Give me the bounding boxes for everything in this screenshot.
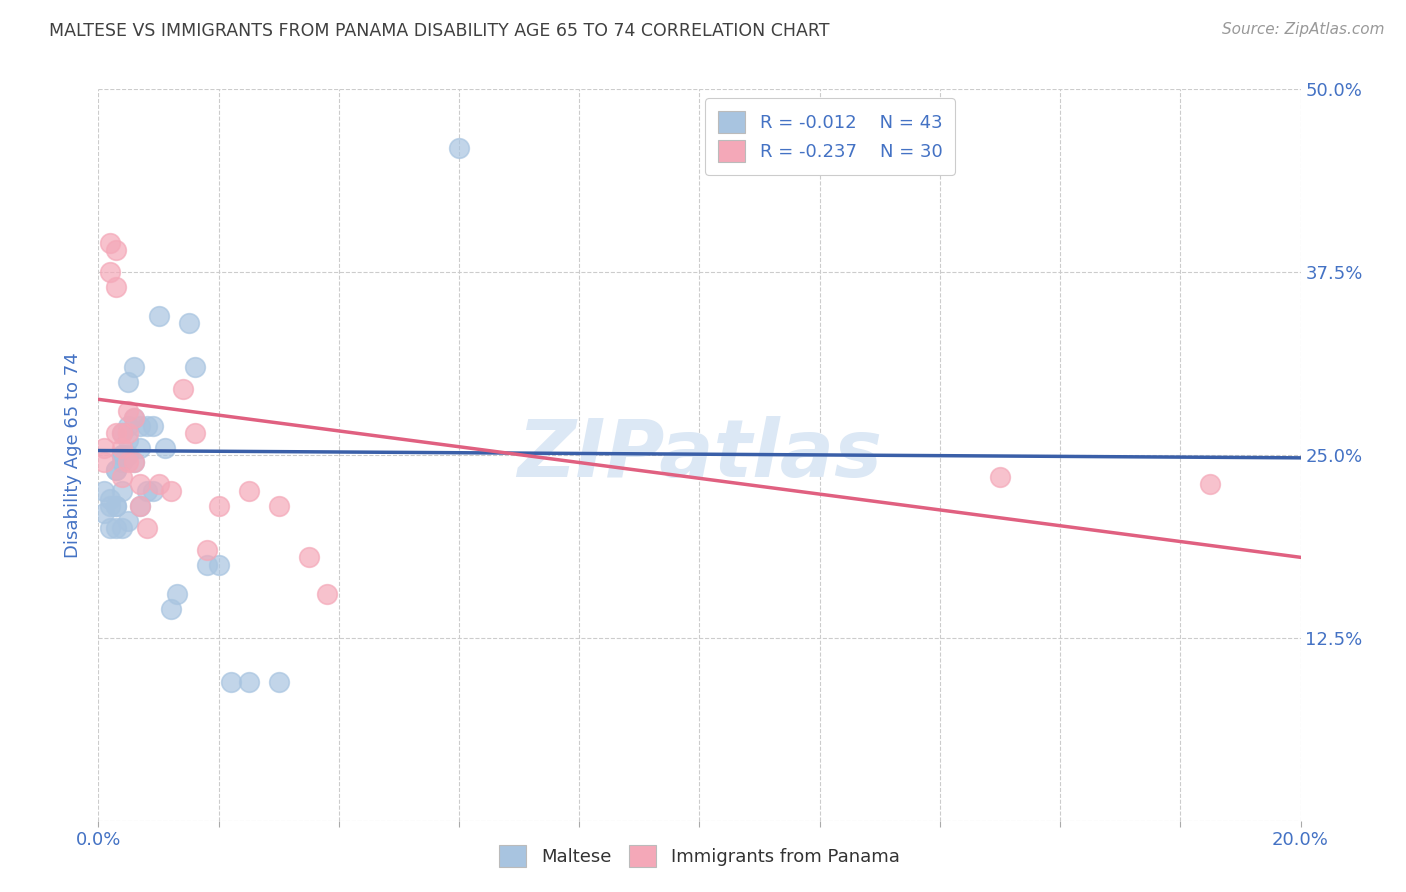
Point	[93, 507, 115, 521]
Point	[111, 448, 134, 462]
Point	[111, 425, 134, 440]
Point	[183, 425, 205, 440]
Point	[100, 499, 122, 513]
Point	[93, 484, 115, 499]
Point	[183, 360, 205, 375]
Point	[117, 514, 139, 528]
Point	[129, 499, 152, 513]
Point	[124, 411, 146, 425]
Point	[153, 441, 176, 455]
Point	[105, 425, 128, 440]
Point	[135, 484, 157, 499]
Point	[124, 411, 146, 425]
Point	[148, 309, 170, 323]
Point	[117, 425, 139, 440]
Point	[315, 587, 337, 601]
Point	[195, 558, 218, 572]
Point	[141, 484, 163, 499]
Point	[105, 243, 128, 257]
Point	[105, 499, 128, 513]
Point	[298, 550, 321, 565]
Point	[111, 484, 134, 499]
Point	[111, 448, 134, 462]
Text: ZIPatlas: ZIPatlas	[517, 416, 882, 494]
Point	[124, 360, 146, 375]
Point	[105, 279, 128, 293]
Point	[988, 470, 1011, 484]
Point	[177, 316, 200, 330]
Point	[124, 455, 146, 469]
Point	[117, 448, 139, 462]
Point	[195, 543, 218, 558]
Point	[1199, 477, 1222, 491]
Point	[159, 601, 181, 615]
Point	[105, 521, 128, 535]
Legend: Maltese, Immigrants from Panama: Maltese, Immigrants from Panama	[492, 838, 907, 874]
Point	[238, 484, 260, 499]
Point	[148, 477, 170, 491]
Point	[117, 418, 139, 433]
Point	[111, 455, 134, 469]
Point	[117, 404, 139, 418]
Point	[267, 499, 290, 513]
Point	[129, 441, 152, 455]
Point	[100, 491, 122, 506]
Point	[129, 477, 152, 491]
Point	[208, 558, 231, 572]
Point	[111, 470, 134, 484]
Point	[166, 587, 188, 601]
Point	[111, 521, 134, 535]
Point	[117, 434, 139, 448]
Point	[219, 674, 242, 689]
Point	[93, 441, 115, 455]
Text: Source: ZipAtlas.com: Source: ZipAtlas.com	[1222, 22, 1385, 37]
Point	[159, 484, 181, 499]
Point	[172, 382, 194, 396]
Point	[105, 462, 128, 476]
Point	[124, 455, 146, 469]
Point	[129, 499, 152, 513]
Point	[111, 425, 134, 440]
Point	[135, 521, 157, 535]
Text: MALTESE VS IMMIGRANTS FROM PANAMA DISABILITY AGE 65 TO 74 CORRELATION CHART: MALTESE VS IMMIGRANTS FROM PANAMA DISABI…	[49, 22, 830, 40]
Point	[105, 462, 128, 476]
Point	[141, 418, 163, 433]
Y-axis label: Disability Age 65 to 74: Disability Age 65 to 74	[65, 352, 83, 558]
Point	[447, 141, 470, 155]
Point	[105, 499, 128, 513]
Point	[111, 441, 134, 455]
Point	[100, 265, 122, 279]
Point	[117, 375, 139, 389]
Point	[208, 499, 231, 513]
Point	[117, 455, 139, 469]
Point	[238, 674, 260, 689]
Point	[135, 418, 157, 433]
Point	[100, 235, 122, 250]
Point	[100, 521, 122, 535]
Point	[129, 418, 152, 433]
Point	[93, 455, 115, 469]
Point	[267, 674, 290, 689]
